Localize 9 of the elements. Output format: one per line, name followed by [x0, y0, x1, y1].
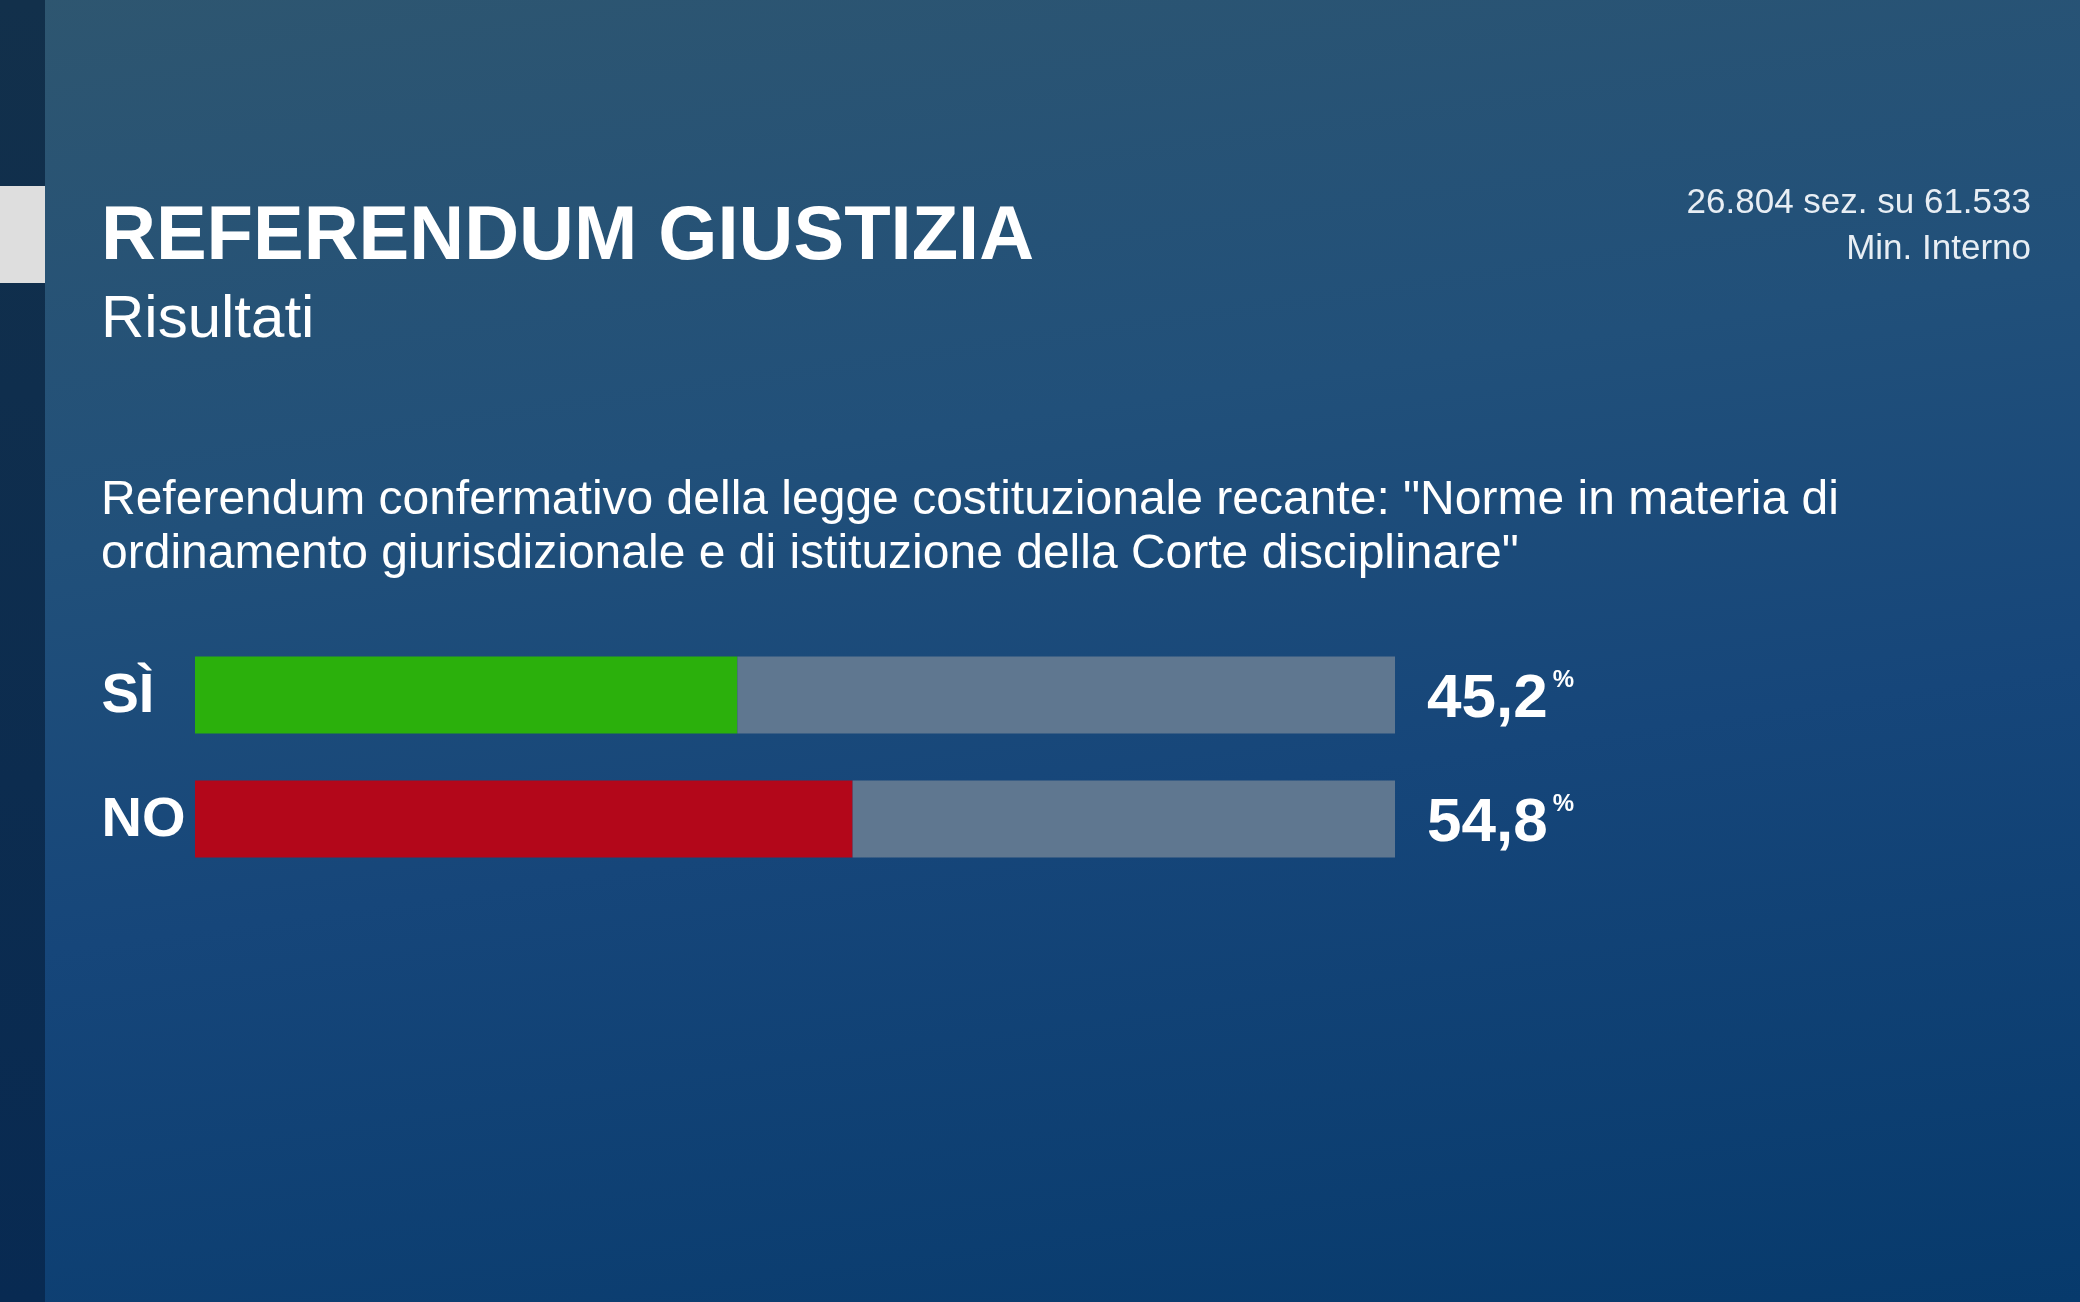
text: Referendum confermativo della legge costituzionale recante: "Norme in materia di ordinamento giurisdizionale e di istituzione della Corte disciplinare": [101, 471, 1839, 578]
y-tick-label: NO: [101, 785, 186, 848]
text: Min. Interno: [1846, 227, 2031, 266]
data-label: 45,2%: [1427, 661, 1575, 731]
y-tick-label: SÌ: [101, 661, 155, 724]
text: 26.804 sez. su 61.533: [1686, 181, 2031, 220]
chart-subtitle: Risultati: [101, 283, 315, 350]
chart-title: REFERENDUM GIUSTIZIA: [101, 190, 1035, 275]
data-label: 54,8%: [1427, 785, 1575, 855]
